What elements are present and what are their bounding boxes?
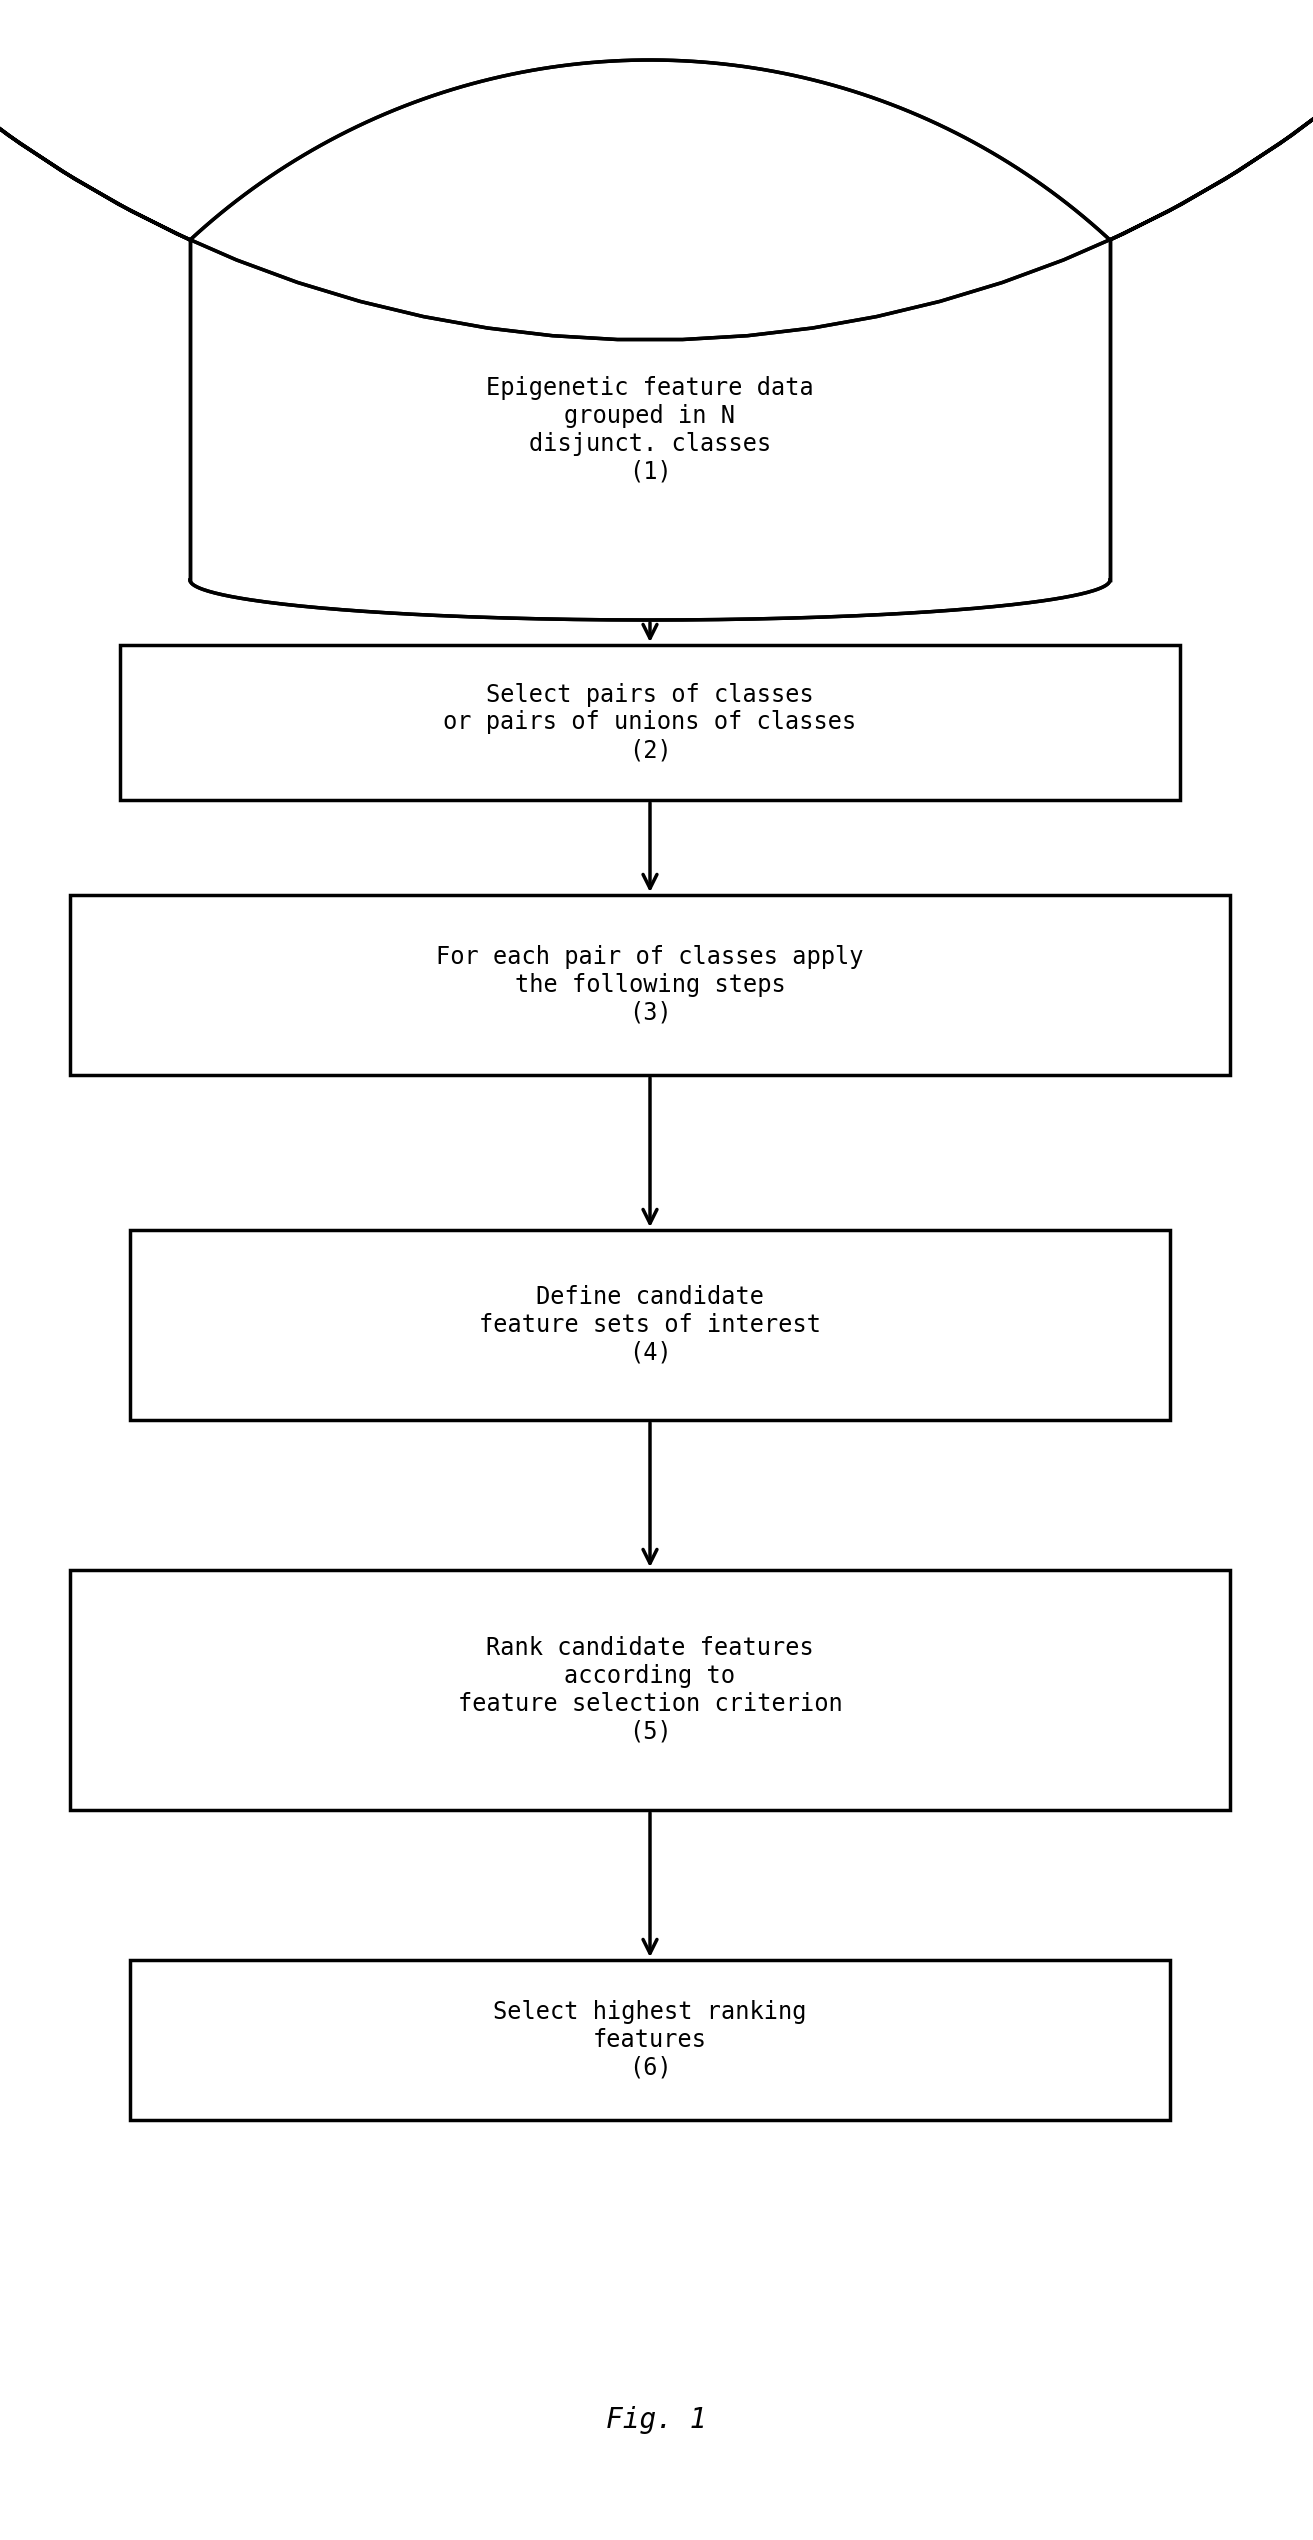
Text: Epigenetic feature data
grouped in N
disjunct. classes
(1): Epigenetic feature data grouped in N dis…: [486, 376, 814, 483]
Bar: [119, 645, 1180, 800]
Text: Select highest ranking
features
(6): Select highest ranking features (6): [494, 1999, 806, 2080]
Bar: [130, 1229, 1170, 1420]
Text: Fig. 1: Fig. 1: [607, 2405, 706, 2433]
Bar: [130, 1961, 1170, 2121]
Text: Rank candidate features
according to
feature selection criterion
(5): Rank candidate features according to fea…: [458, 1636, 843, 1742]
Text: Define candidate
feature sets of interest
(4): Define candidate feature sets of interes…: [479, 1285, 821, 1364]
Bar: [70, 1570, 1230, 1811]
Polygon shape: [0, 0, 1313, 340]
Bar: [190, 239, 1109, 579]
Text: For each pair of classes apply
the following steps
(3): For each pair of classes apply the follo…: [436, 945, 864, 1024]
Text: Select pairs of classes
or pairs of unions of classes
(2): Select pairs of classes or pairs of unio…: [444, 683, 856, 762]
Bar: [70, 894, 1230, 1074]
